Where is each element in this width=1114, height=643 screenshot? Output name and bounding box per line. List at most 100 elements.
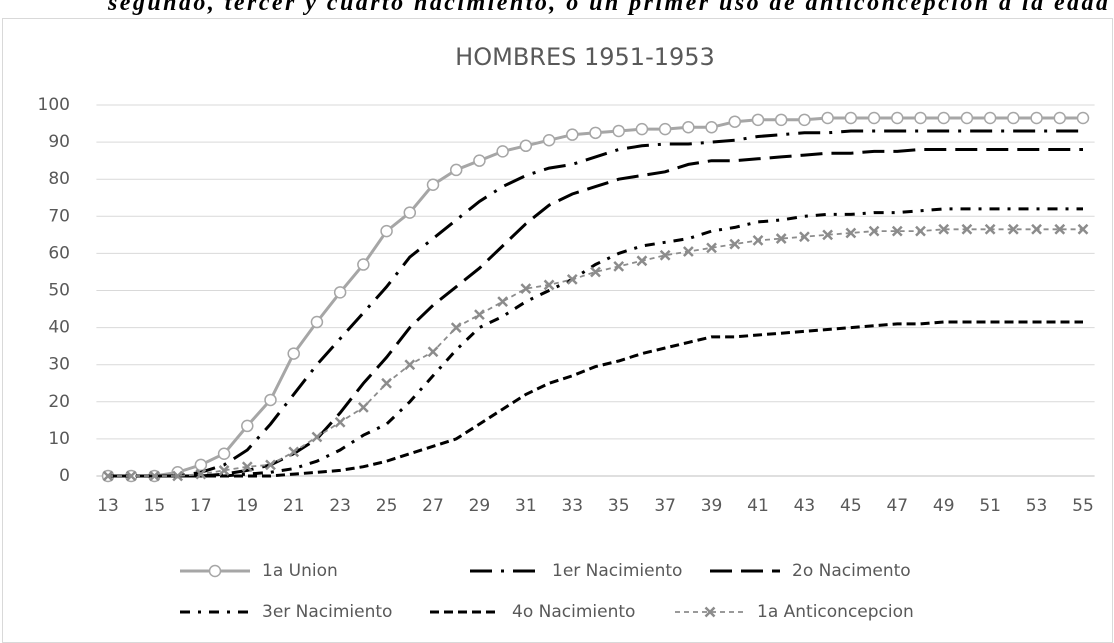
marker xyxy=(172,470,184,482)
x-tick-label: 37 xyxy=(654,496,676,516)
marker xyxy=(728,115,742,128)
series-line xyxy=(108,116,1083,478)
marker xyxy=(1054,223,1066,235)
marker xyxy=(729,238,741,250)
x-tick-label: 45 xyxy=(840,496,862,516)
marker xyxy=(334,416,346,428)
marker xyxy=(1076,111,1090,125)
legend-marker xyxy=(208,564,222,578)
marker xyxy=(404,359,416,371)
marker xyxy=(612,124,625,138)
y-tick-label: 30 xyxy=(48,355,70,375)
x-tick-label: 35 xyxy=(608,496,630,516)
marker xyxy=(752,235,764,246)
marker xyxy=(125,470,137,482)
legend-label: 2o Nacimento xyxy=(792,561,911,581)
marker xyxy=(1077,223,1089,235)
series-line xyxy=(108,129,1083,478)
marker xyxy=(1030,111,1043,125)
marker xyxy=(566,273,578,285)
marker xyxy=(450,322,462,333)
series-line xyxy=(108,320,1083,478)
marker xyxy=(590,266,601,278)
marker xyxy=(218,465,230,476)
marker xyxy=(706,242,717,254)
marker xyxy=(960,111,974,125)
marker xyxy=(1007,223,1019,235)
x-tick-label: 13 xyxy=(97,496,119,516)
marker xyxy=(682,246,694,257)
x-tick-label: 27 xyxy=(422,496,444,516)
x-tick-label: 53 xyxy=(1026,496,1048,516)
marker xyxy=(891,225,903,237)
marker xyxy=(497,296,509,308)
marker xyxy=(983,111,997,125)
marker xyxy=(542,133,556,147)
marker xyxy=(799,231,810,243)
legend-label: 1a Union xyxy=(262,561,338,581)
marker xyxy=(217,447,231,460)
marker xyxy=(310,315,324,329)
marker xyxy=(798,113,811,127)
marker xyxy=(357,401,369,413)
x-tick-label: 29 xyxy=(469,496,491,516)
marker xyxy=(984,223,996,235)
y-tick-label: 40 xyxy=(48,318,70,338)
marker xyxy=(658,122,672,136)
x-tick-label: 17 xyxy=(190,496,212,516)
marker xyxy=(102,470,114,482)
y-tick-label: 10 xyxy=(48,429,70,449)
marker xyxy=(915,225,926,237)
x-tick-label: 19 xyxy=(236,496,258,516)
marker xyxy=(381,377,392,389)
marker xyxy=(1053,111,1067,125)
marker xyxy=(333,286,347,299)
marker xyxy=(636,255,648,267)
legend-label: 1a Anticoncepcion xyxy=(757,602,914,622)
marker xyxy=(288,446,300,458)
marker xyxy=(751,113,765,127)
marker xyxy=(891,111,904,125)
x-tick-label: 21 xyxy=(283,496,305,516)
chart-frame xyxy=(2,18,1113,643)
marker xyxy=(775,233,787,244)
series-line xyxy=(108,148,1083,478)
caption: segundo, tercer y cuarto nacimiento, o u… xyxy=(107,0,1109,16)
marker xyxy=(496,145,509,158)
x-tick-label: 49 xyxy=(933,496,955,516)
marker xyxy=(194,458,208,472)
legend-label: 1er Nacimiento xyxy=(552,561,682,581)
x-tick-label: 23 xyxy=(329,496,351,516)
marker xyxy=(1007,111,1020,125)
x-tick-label: 51 xyxy=(979,496,1001,516)
marker xyxy=(241,461,253,473)
x-tick-label: 33 xyxy=(561,496,583,516)
marker xyxy=(287,347,300,360)
marker xyxy=(427,346,439,358)
marker xyxy=(403,206,417,219)
marker xyxy=(867,111,881,125)
marker xyxy=(1031,223,1042,235)
marker xyxy=(520,283,532,295)
x-tick-label: 25 xyxy=(376,496,398,516)
marker xyxy=(264,393,277,407)
marker xyxy=(635,122,649,136)
y-tick-label: 80 xyxy=(48,169,70,189)
marker xyxy=(938,223,950,235)
marker xyxy=(519,139,533,153)
series-line xyxy=(108,207,1083,478)
marker xyxy=(961,223,973,235)
marker xyxy=(822,229,834,241)
marker xyxy=(868,225,880,237)
marker xyxy=(265,459,276,471)
marker xyxy=(613,261,625,272)
marker xyxy=(914,111,927,125)
marker xyxy=(844,111,858,125)
marker xyxy=(566,128,579,141)
marker xyxy=(241,419,254,433)
marker xyxy=(449,163,463,177)
marker xyxy=(705,121,718,134)
x-tick-label: 47 xyxy=(886,496,908,516)
y-tick-label: 0 xyxy=(59,466,70,486)
